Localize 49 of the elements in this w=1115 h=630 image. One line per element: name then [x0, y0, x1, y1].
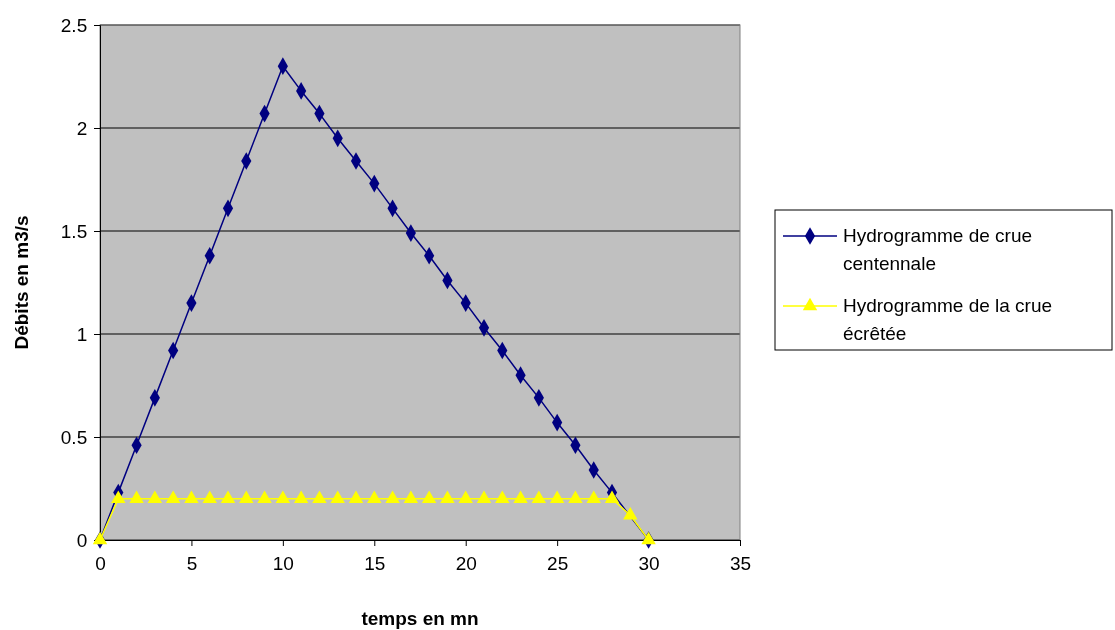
x-axis-title: temps en mn — [361, 608, 479, 629]
point — [239, 490, 254, 503]
point — [202, 490, 217, 503]
x-tick-label: 15 — [364, 552, 386, 574]
point — [220, 490, 236, 503]
point — [623, 506, 638, 520]
x-tick-label: 5 — [186, 552, 198, 574]
point — [440, 490, 455, 503]
y-tick-label: 1.5 — [60, 220, 88, 242]
x-tick-label: 35 — [729, 552, 752, 574]
x-tick-label: 30 — [638, 552, 660, 574]
point — [568, 490, 583, 503]
x-tick-label: 10 — [272, 552, 294, 574]
point — [403, 490, 419, 503]
point — [275, 490, 291, 503]
point — [385, 490, 400, 503]
point — [513, 490, 528, 503]
point — [604, 490, 620, 503]
point — [495, 490, 510, 503]
y-tick-label: 0.5 — [60, 426, 88, 448]
point — [531, 490, 547, 503]
point — [129, 490, 144, 503]
point — [476, 490, 492, 503]
point — [111, 490, 126, 503]
point — [165, 490, 181, 503]
point — [421, 490, 437, 503]
y-axis-title: Débits en m3/s — [11, 215, 32, 350]
point — [367, 490, 382, 503]
point — [549, 490, 565, 503]
point — [641, 531, 656, 545]
legend-label: Hydrogramme de la crue écrêtée — [843, 295, 1053, 344]
y-tick-label: 2 — [76, 117, 88, 139]
point — [312, 490, 327, 503]
point — [458, 490, 473, 503]
point — [184, 490, 199, 503]
x-tick-label: 0 — [95, 552, 106, 574]
y-tick-label: 1 — [76, 323, 88, 345]
y-tick-label: 2.5 — [60, 14, 88, 36]
point — [92, 531, 108, 545]
y-tick-label: 0 — [76, 529, 88, 551]
point — [147, 490, 163, 503]
point — [257, 490, 272, 503]
x-tick-label: 20 — [455, 552, 477, 574]
x-tick-label: 25 — [547, 552, 569, 574]
point — [293, 490, 309, 503]
point — [348, 490, 364, 503]
legend-label: Hydrogramme de crue centennale — [843, 225, 1033, 274]
point — [330, 490, 345, 503]
point — [586, 490, 601, 503]
